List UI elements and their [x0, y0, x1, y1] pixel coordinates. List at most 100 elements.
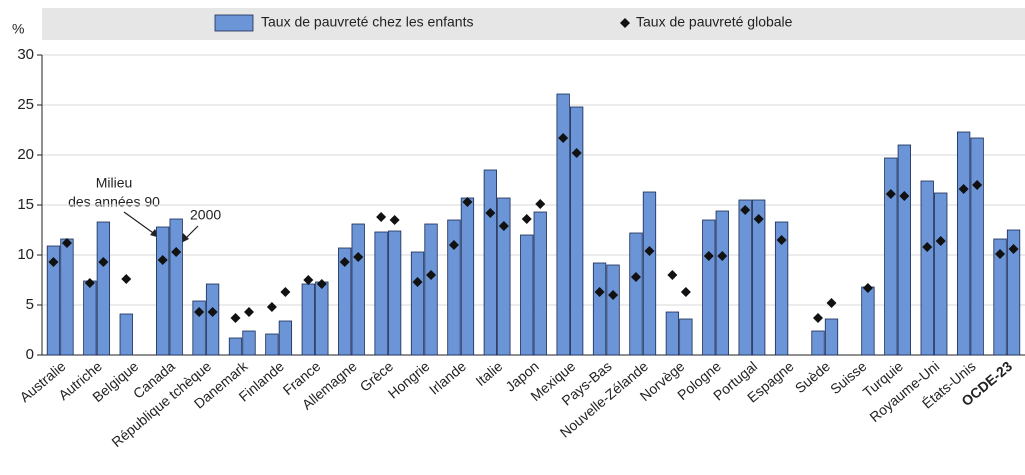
y-tick-label: 5 [26, 296, 34, 313]
x-tick-label: Italie [472, 358, 505, 389]
diamond-marker [1008, 244, 1019, 254]
bar [60, 238, 74, 356]
y-tick-label: 15 [17, 196, 34, 213]
diamond-marker [644, 246, 655, 256]
diamond-marker [376, 212, 387, 222]
diamond-marker [935, 236, 946, 246]
diamond-marker [703, 251, 714, 261]
bar [738, 199, 752, 356]
annotation: 2000 [190, 207, 221, 223]
diamond-marker [776, 235, 787, 245]
bar [592, 262, 607, 356]
annotation-arrow [123, 211, 157, 236]
diamond-marker [426, 270, 437, 280]
diamond-marker [498, 221, 509, 231]
diamond-marker [958, 184, 969, 194]
annotation: des années 90 [68, 194, 160, 210]
diamond-marker [194, 307, 205, 317]
bar [242, 330, 256, 356]
bar [556, 93, 570, 356]
bar [956, 131, 971, 356]
diamond-marker [485, 208, 496, 218]
y-tick-label: 10 [17, 246, 34, 263]
diamond-marker [680, 287, 691, 297]
legend-marker [620, 18, 630, 28]
diamond-marker [535, 199, 546, 209]
diamond-marker [266, 302, 277, 312]
bar [192, 300, 206, 356]
diamond-marker [885, 189, 896, 199]
bar [228, 337, 243, 356]
legend-swatch [214, 14, 254, 32]
diamond-marker [899, 191, 910, 201]
bar [205, 283, 220, 356]
legend-band [42, 8, 1025, 40]
diamond-marker [922, 242, 933, 252]
bar [96, 221, 111, 356]
arrow-head [181, 233, 189, 243]
bar [447, 219, 461, 356]
bar [278, 320, 293, 356]
bar [533, 211, 547, 356]
bar [374, 231, 388, 356]
bar [897, 144, 911, 356]
bar [46, 245, 61, 356]
y-tick-label: 25 [17, 96, 34, 113]
diamond-marker [630, 272, 641, 282]
bar [410, 251, 425, 356]
diamond-marker [339, 257, 350, 267]
diamond-marker [84, 278, 95, 288]
bar [861, 286, 875, 356]
diamond-marker [571, 148, 582, 158]
diamond-marker [594, 287, 605, 297]
y-tick-label: 30 [17, 46, 34, 63]
diamond-marker [243, 307, 254, 317]
diamond-marker [61, 238, 72, 248]
diamond-marker [353, 252, 364, 262]
bar [629, 232, 643, 356]
diamond-marker [667, 270, 678, 280]
bar [665, 311, 680, 356]
bar [424, 223, 438, 356]
diamond-marker [121, 274, 132, 284]
bar [679, 318, 693, 356]
bar [351, 223, 365, 356]
bar [265, 333, 279, 356]
bar [970, 137, 984, 356]
bar [642, 191, 657, 356]
bar [702, 219, 716, 356]
bar [156, 226, 170, 356]
diamond-marker [389, 215, 400, 225]
bar [993, 238, 1007, 356]
bar [774, 221, 789, 356]
unit-label: % [12, 21, 24, 37]
diamond-marker [753, 214, 764, 224]
diamond-marker [521, 214, 532, 224]
bar [119, 313, 133, 356]
bar [752, 199, 766, 356]
bar [715, 210, 729, 356]
legend-label: Taux de pauvreté chez les enfants [261, 14, 473, 30]
y-tick-label: 20 [17, 146, 34, 163]
bar [570, 106, 584, 356]
diamond-marker [412, 277, 423, 287]
diamond-marker [995, 249, 1006, 259]
bar [1006, 229, 1021, 356]
diamond-marker [48, 257, 59, 267]
diamond-marker [98, 257, 109, 267]
bar [169, 218, 183, 356]
diamond-marker [448, 240, 459, 250]
diamond-marker [303, 275, 314, 285]
bar [811, 330, 825, 356]
diamond-marker [862, 283, 873, 293]
diamond-marker [717, 251, 728, 261]
diamond-marker [280, 287, 291, 297]
bar [497, 197, 511, 356]
y-tick-label: 0 [26, 346, 34, 363]
x-tick-label: Irlande [426, 358, 469, 398]
diamond-marker [157, 255, 168, 265]
bar [824, 318, 839, 356]
annotation: Milieu [96, 175, 133, 191]
bar [934, 192, 948, 356]
